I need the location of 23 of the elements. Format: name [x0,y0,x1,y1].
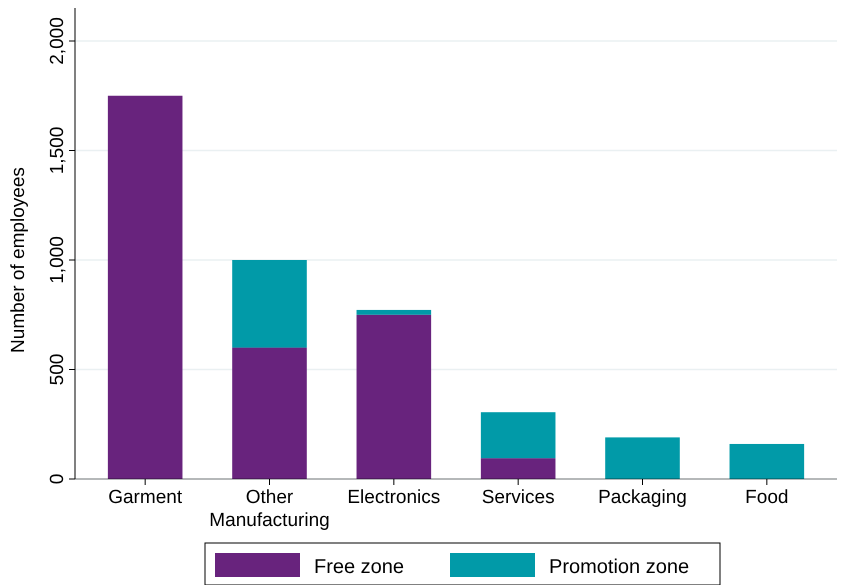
x-tick-label: Garment [108,487,183,508]
x-tick-label: Food [745,487,788,508]
bar [605,437,680,479]
x-tick-label: Packaging [598,487,687,508]
bar [356,314,432,479]
y-tick-label: 1,500 [47,126,68,174]
legend-label: Free zone [314,556,404,578]
bar [232,260,307,348]
bar [480,412,556,458]
bar [108,96,182,479]
x-tick-label: Other Manufacturing [209,487,330,531]
y-tick-label: 1,000 [47,236,68,284]
y-tick-label: 2,000 [47,17,68,65]
bar [232,348,307,479]
y-tick-label: 500 [47,354,68,386]
bar [480,458,556,479]
y-tick-label: 0 [47,474,68,484]
bar [730,444,804,479]
bar [356,310,432,315]
legend-label: Promotion zone [549,556,690,578]
x-tick-label: Services [482,487,555,508]
y-axis-title: Number of employees [8,167,29,353]
x-tick-label: Electronics [347,487,440,508]
